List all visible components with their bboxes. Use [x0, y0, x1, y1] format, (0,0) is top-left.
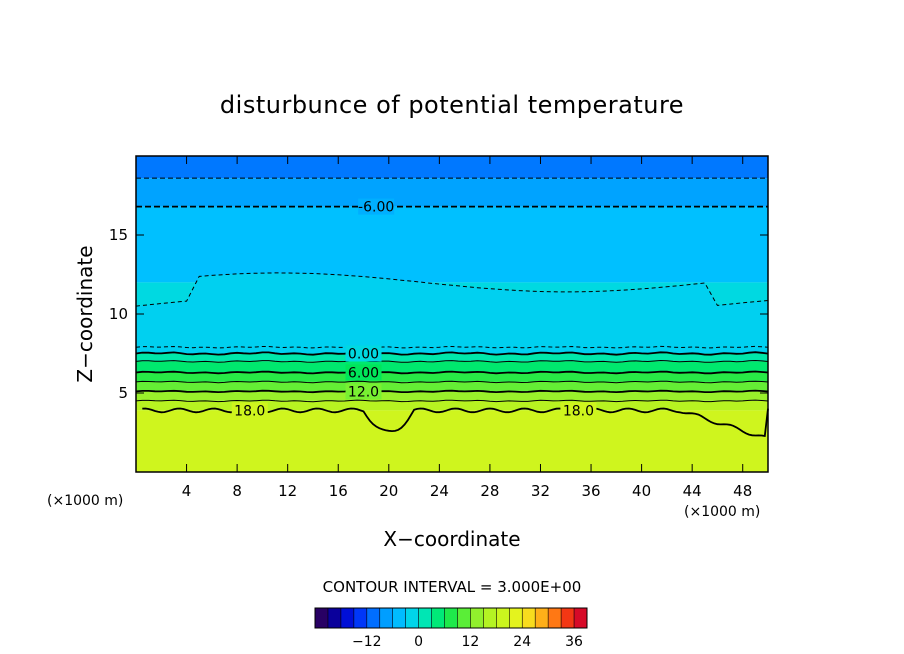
contour-label-bg-2 [345, 364, 382, 381]
contour-interval-text: CONTOUR INTERVAL = 3.000E+00 [323, 578, 582, 596]
x-tick-label-7: 32 [531, 482, 550, 500]
contour-line-6 [135, 389, 769, 394]
colorbar-segment-5 [379, 608, 394, 628]
contour-label-bg-4 [231, 402, 268, 419]
colorbar-segment-17 [535, 608, 549, 628]
x-tick-label-5: 24 [430, 482, 449, 500]
colorbar-segment-15 [509, 608, 523, 628]
colorbar-tick-label-1: 0 [414, 634, 423, 650]
x-tick-label-0: 4 [182, 482, 192, 500]
colorbar-segment-8 [418, 608, 432, 628]
contour-line-7 [135, 399, 769, 403]
contour-band-0 [136, 156, 768, 179]
colorbar-segment-1 [327, 608, 342, 628]
y-axis-label: Z−coordinate [73, 245, 97, 382]
chart-title: disturbunce of potential temperature [220, 91, 684, 119]
contour-lines [135, 177, 769, 438]
colorbar-segment-14 [496, 608, 510, 628]
x-tick-label-11: 48 [733, 482, 752, 500]
x-tick-label-3: 16 [329, 482, 348, 500]
contour-band-5 [136, 361, 768, 373]
colorbar: −12 0 12 24 36 [314, 607, 588, 650]
contour-band-6 [136, 372, 768, 382]
y-axis: 5 10 15 [109, 226, 768, 402]
contour-band-10 [136, 410, 768, 472]
colorbar-tick-label-4: 36 [565, 634, 583, 650]
colorbar-segment-12 [470, 608, 484, 628]
x-tick-label-4: 20 [379, 482, 398, 500]
colorbar-segment-7 [405, 608, 420, 628]
y-tick-label-1: 10 [109, 305, 128, 323]
contour-labels: -6.00 0.00 6.00 12.0 18.0 18.0 [231, 198, 597, 419]
contour-line-3 [135, 359, 769, 363]
contour-label-bg-3 [345, 383, 382, 400]
x-tick-label-9: 40 [632, 482, 651, 500]
colorbar-segment-18 [548, 608, 562, 628]
x-unit-right: (×1000 m) [684, 504, 760, 520]
colorbar-segment-6 [392, 608, 407, 628]
contour-line-2 [135, 351, 769, 356]
colorbar-segment-16 [522, 608, 536, 628]
contour-band-7 [136, 381, 768, 392]
x-tick-label-6: 28 [480, 482, 499, 500]
colorbar-segment-0 [315, 608, 329, 628]
contour-label-bg-5 [560, 402, 597, 419]
x-tick-label-1: 8 [232, 482, 242, 500]
contour-band-2 [136, 206, 768, 283]
y-tick-label-2: 15 [109, 226, 128, 244]
colorbar-frame [314, 607, 588, 629]
contour-line-8 [135, 345, 769, 349]
y-tick-label-0: 5 [118, 384, 128, 402]
contour-band-4 [136, 353, 768, 362]
contour-label-5: 18.0 [563, 403, 594, 419]
colorbar-segment-9 [431, 608, 445, 628]
plot-fill [136, 156, 768, 472]
x-axis: 4 8 12 16 20 24 28 32 36 40 44 48 [182, 156, 752, 500]
contour-label-3: 12.0 [348, 384, 379, 400]
contour-band-8 [136, 391, 768, 401]
colorbar-segment-11 [457, 608, 471, 628]
colorbar-segment-3 [353, 608, 368, 628]
colorbar-segment-13 [483, 608, 497, 628]
colorbar-segment-4 [366, 608, 381, 628]
x-unit-left: (×1000 m) [47, 493, 123, 509]
x-tick-label-2: 12 [278, 482, 297, 500]
colorbar-segment-2 [340, 608, 355, 628]
colorbar-tick-label-3: 24 [513, 634, 531, 650]
contour-label-4: 18.0 [234, 403, 265, 419]
colorbar-segment-20 [574, 608, 588, 628]
contour-label-2: 6.00 [348, 365, 379, 381]
x-tick-label-10: 44 [683, 482, 702, 500]
x-axis-label: X−coordinate [383, 527, 520, 551]
contour-line-4 [135, 370, 769, 375]
contour-bulge [136, 272, 768, 354]
colorbar-tick-label-2: 12 [461, 634, 479, 650]
colorbar-segment-10 [444, 608, 458, 628]
colorbar-tick-label-0: −12 [352, 634, 382, 650]
x-tick-label-8: 36 [581, 482, 600, 500]
contour-band-9 [136, 400, 768, 411]
contour-label-0: -6.00 [358, 200, 394, 216]
contour-line-5 [135, 380, 769, 384]
contour-label-1: 0.00 [348, 347, 379, 363]
contour-label-bg-1 [345, 345, 382, 362]
contour-label-bg-0 [358, 198, 395, 215]
contour-line-bulge [135, 272, 769, 307]
colorbar-segment-19 [561, 608, 575, 628]
contour-band-1 [136, 178, 768, 207]
